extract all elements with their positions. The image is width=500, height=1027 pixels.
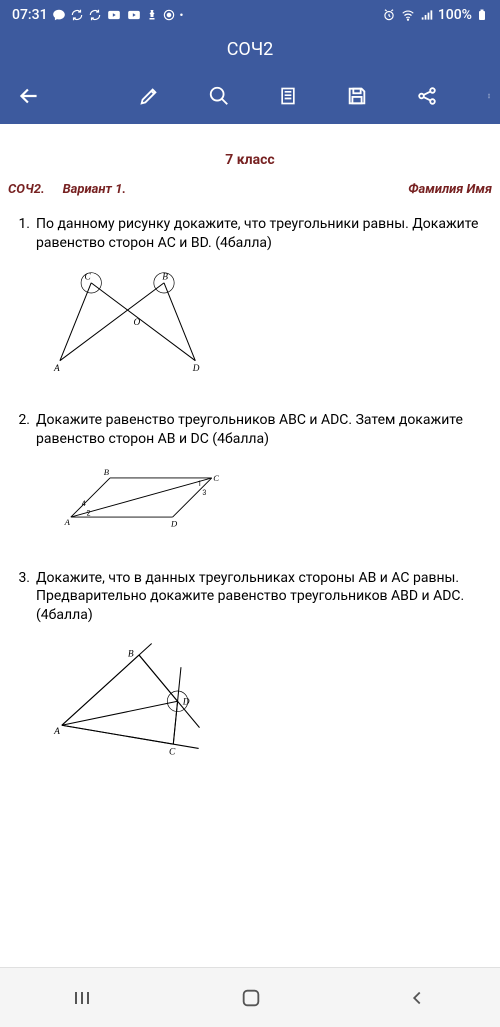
toolbar [0, 68, 500, 124]
problem-item: 3.Докажите, что в данных треугольниках с… [8, 569, 492, 626]
problem-number: 1. [8, 215, 36, 253]
svg-text:C: C [213, 473, 219, 483]
more-status-icon: • [180, 9, 184, 22]
sync2-icon [88, 8, 102, 22]
status-bar: 07:31 • 100% [0, 0, 500, 30]
app-header: СОЧ2 [0, 30, 500, 68]
svg-text:D: D [170, 518, 178, 528]
problems-list: 1.По данному рисунку докажите, что треуг… [8, 215, 492, 767]
svg-text:O: O [134, 318, 141, 328]
svg-text:C: C [84, 272, 91, 282]
problem-figure: A C O B D [46, 271, 492, 385]
recents-button[interactable] [72, 986, 96, 1010]
home-button[interactable] [240, 987, 262, 1009]
battery-icon [476, 7, 488, 23]
problem-figure: A B C D [46, 643, 492, 767]
problem-text: По данному рисунку докажите, что треугол… [36, 215, 492, 253]
more-button[interactable] [486, 85, 492, 107]
svg-text:B: B [104, 467, 110, 477]
grade-title: 7 класс [8, 152, 492, 168]
problem-number: 3. [8, 569, 36, 626]
wifi-icon [400, 8, 416, 22]
sync1-icon [70, 8, 84, 22]
youtube2-icon [126, 8, 142, 22]
edit-button[interactable] [138, 85, 160, 107]
share-button[interactable] [416, 85, 438, 107]
chat-icon [52, 8, 66, 22]
header-variant: Вариант 1. [63, 182, 126, 197]
svg-text:B: B [162, 272, 168, 282]
problem-item: 2.Докажите равенство треугольников ABC и… [8, 411, 492, 449]
svg-text:A: A [53, 364, 60, 374]
youtube1-icon [106, 8, 122, 22]
header-name: Фамилия Имя [408, 182, 492, 197]
problem-number: 2. [8, 411, 36, 449]
target-icon [162, 8, 176, 22]
problem-item: 1.По данному рисунку докажите, что треуг… [8, 215, 492, 253]
page-view-button[interactable] [278, 85, 298, 107]
svg-text:D: D [182, 698, 190, 708]
doc-title: СОЧ2 [227, 39, 274, 60]
document-area[interactable]: 7 класс СОЧ2. Вариант 1. Фамилия Имя 1.П… [0, 124, 500, 967]
signal-icon [420, 8, 434, 22]
svg-text:4: 4 [82, 499, 86, 508]
alarm-icon [382, 8, 396, 22]
problem-text: Докажите, что в данных треугольниках сто… [36, 569, 492, 626]
problem-text: Докажите равенство треугольников ABC и A… [36, 411, 492, 449]
svg-text:2: 2 [87, 508, 91, 517]
svg-text:B: B [128, 650, 134, 660]
svg-text:1: 1 [198, 478, 202, 487]
svg-text:D: D [192, 364, 200, 374]
svg-text:3: 3 [202, 488, 206, 497]
system-nav-bar [0, 967, 500, 1027]
back-button[interactable] [16, 83, 42, 109]
svg-text:A: A [64, 516, 71, 526]
svg-text:C: C [169, 748, 176, 758]
nav-back-button[interactable] [406, 987, 428, 1009]
chess-icon [146, 8, 158, 22]
battery-text: 100% [438, 7, 472, 23]
header-soch: СОЧ2. [8, 182, 45, 197]
status-left: 07:31 • [12, 7, 183, 23]
status-right: 100% [382, 7, 488, 23]
svg-text:A: A [53, 727, 60, 737]
doc-header-row: СОЧ2. Вариант 1. Фамилия Имя [8, 182, 492, 197]
search-button[interactable] [208, 85, 230, 107]
problem-figure: A B C D 13 24 [46, 467, 492, 543]
clock: 07:31 [12, 7, 48, 23]
save-button[interactable] [346, 85, 368, 107]
